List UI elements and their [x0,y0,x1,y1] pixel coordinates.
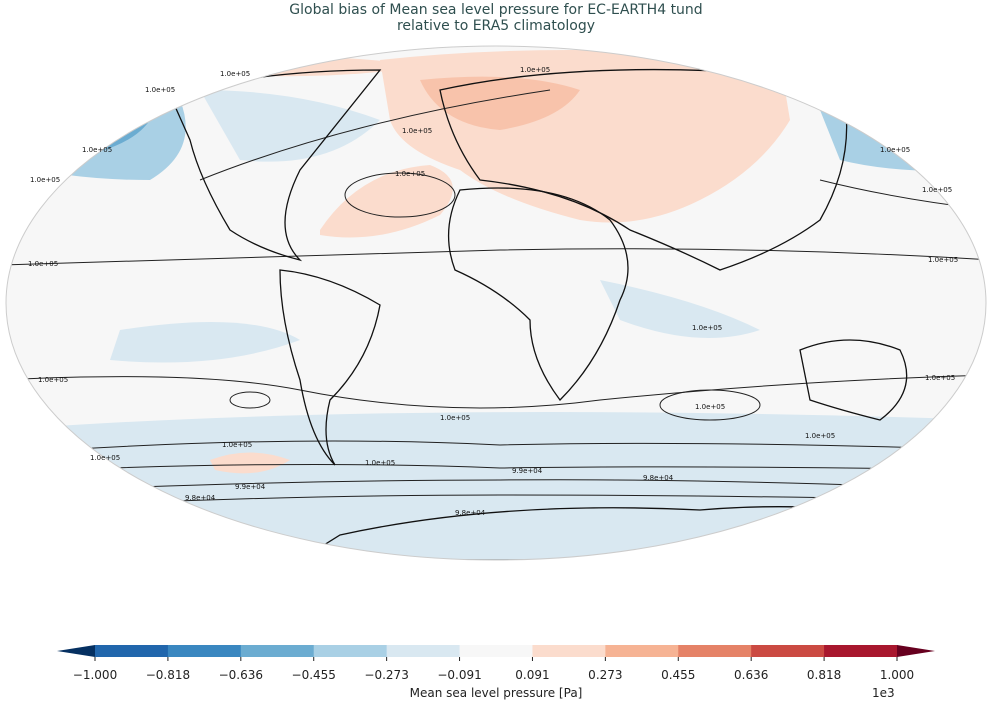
contour-labels: 1.0e+05 1.0e+05 1.0e+05 1.0e+05 1.0e+05 … [28,66,958,517]
pressure-contours [6,89,986,506]
australia [799,339,908,421]
contour-label: 1.0e+05 [90,454,120,462]
contour-label: 1.0e+05 [922,186,952,194]
contour-label: 1.0e+05 [38,376,68,384]
colorbar-over-triangle [897,645,935,657]
bias-positive-europe [420,76,580,130]
colorbar-segment [532,645,606,657]
contour-label: 1.0e+05 [145,86,175,94]
colorbar-exponent: 1e3 [872,686,895,700]
colorbar-tick-label: 0.091 [515,668,550,682]
colorbar-segment [167,645,242,657]
colorbar-tick-label: −0.636 [218,668,264,682]
bias-negative-indian [600,280,760,338]
colorbar-tick-label: −0.818 [145,668,191,682]
contour-label: 1.0e+05 [222,441,252,449]
contour-label: 9.9e+04 [235,483,266,491]
colorbar-tick-label: 0.273 [588,668,623,682]
colorbar-segment [824,645,898,657]
south-america [279,269,381,466]
colorbar-tick-label: 1.000 [879,668,915,682]
colorbar-label: Mean sea level pressure [Pa] [409,686,583,700]
contour-label: 1.0e+05 [520,66,550,74]
colorbar-under-triangle [57,645,95,657]
colorbar-tick-label: −0.273 [364,668,409,682]
coastlines [169,68,931,560]
bias-positive-atlantic [320,165,453,238]
colorbar-tick-label: −0.091 [437,668,482,682]
bias-negative-southern-ocean [6,412,986,560]
contour-label: 1.0e+05 [440,414,470,422]
colorbar-segment [240,645,315,657]
colorbar-tick-label: −1.000 [72,668,118,682]
contour-label: 1.0e+05 [402,127,432,135]
contour-label: 1.0e+05 [928,256,958,264]
chart-title-line2: relative to ERA5 climatology [396,18,596,34]
bias-positive-spacific [210,452,290,474]
bias-negative-natlantic [200,90,380,162]
contour-label: 9.9e+04 [512,467,543,475]
north-america [169,69,382,262]
contour-label: 9.8e+04 [643,474,674,482]
colorbar-segment [678,645,752,657]
contour-label: 1.0e+05 [28,260,58,268]
contour-label: 1.0e+05 [695,403,725,411]
colorbar-segment [459,645,533,657]
bias-negative-tropics [110,322,300,363]
colorbar [57,645,935,661]
contour-label: 9.8e+04 [455,509,486,517]
colorbar-tick-label: −0.455 [291,668,336,682]
contour-label: 1.0e+05 [805,432,835,440]
eurasia [439,68,848,271]
colorbar-segment [313,645,388,657]
colorbar-tick-label: 0.455 [661,668,696,682]
contour-label: 1.0e+05 [365,459,395,467]
contour-label: 1.0e+05 [220,70,250,78]
contour-label: 1.0e+05 [880,146,910,154]
map-border [5,45,987,561]
colorbar-segment [751,645,825,657]
colorbar-segment [386,645,461,657]
contour-label: 1.0e+05 [82,146,112,154]
colorbar-tick-label: 0.818 [806,668,842,682]
chart-title-line1: Global bias of Mean sea level pressure f… [289,2,703,18]
contour-label: 1.0e+05 [395,170,425,178]
contour-label: 1.0e+05 [692,324,722,332]
bias-negative-npacific-west [6,92,186,180]
colorbar-segment [95,645,169,657]
contour-label: 9.8e+04 [185,494,216,502]
contour-label: 1.0e+05 [30,176,60,184]
colorbar-segment [605,645,679,657]
colorbar-tick-label: 0.636 [733,668,769,682]
contour-label: 1.0e+05 [925,374,955,382]
